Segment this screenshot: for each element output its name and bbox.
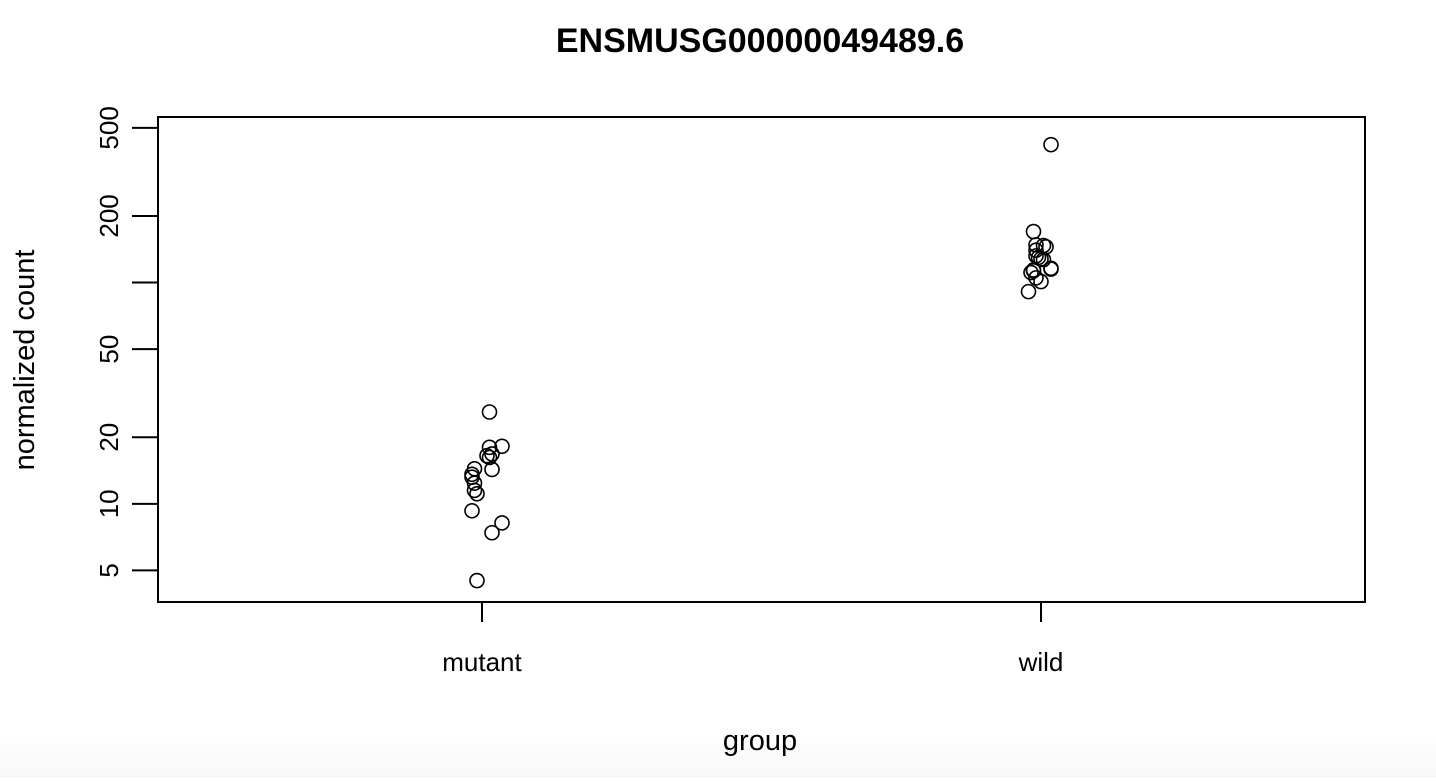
y-axis: 5 10 20 50 200 500 [94, 106, 159, 578]
data-point [464, 502, 480, 519]
data-point [1028, 270, 1044, 286]
y-tick-label: 5 [94, 563, 124, 577]
data-point [469, 572, 485, 589]
data-point [1043, 136, 1059, 153]
x-tick-label: wild [1018, 647, 1064, 677]
data-point [1025, 223, 1042, 240]
data-point [466, 482, 483, 499]
y-axis-label: normalized count [9, 250, 41, 471]
x-axis: mutant wild [442, 602, 1063, 677]
data-point [1028, 237, 1044, 253]
x-tick-label: mutant [442, 647, 522, 677]
data-point [1033, 273, 1049, 290]
data-point [466, 475, 483, 491]
data-point [1020, 283, 1037, 300]
data-point [1028, 242, 1044, 259]
data-point [1023, 264, 1039, 281]
y-tick-label: 10 [94, 489, 124, 518]
chart-title: ENSMUSG00000049489.6 [556, 22, 964, 60]
data-point [1043, 261, 1059, 277]
data-points [464, 136, 1059, 589]
data-point [481, 439, 498, 456]
data-point [479, 447, 495, 464]
y-tick-label: 200 [94, 194, 124, 237]
y-tick-label: 500 [94, 106, 124, 149]
data-point [494, 515, 510, 531]
y-tick-label: 50 [94, 335, 124, 364]
plot-frame [157, 116, 1366, 603]
data-point [481, 449, 498, 466]
data-point [484, 461, 500, 478]
x-axis-label: group [723, 725, 797, 757]
data-point [1025, 263, 1042, 279]
data-point [494, 438, 510, 455]
data-point [481, 404, 498, 420]
y-tick-label: 20 [94, 423, 124, 452]
data-point [484, 524, 500, 541]
data-point [469, 485, 485, 502]
